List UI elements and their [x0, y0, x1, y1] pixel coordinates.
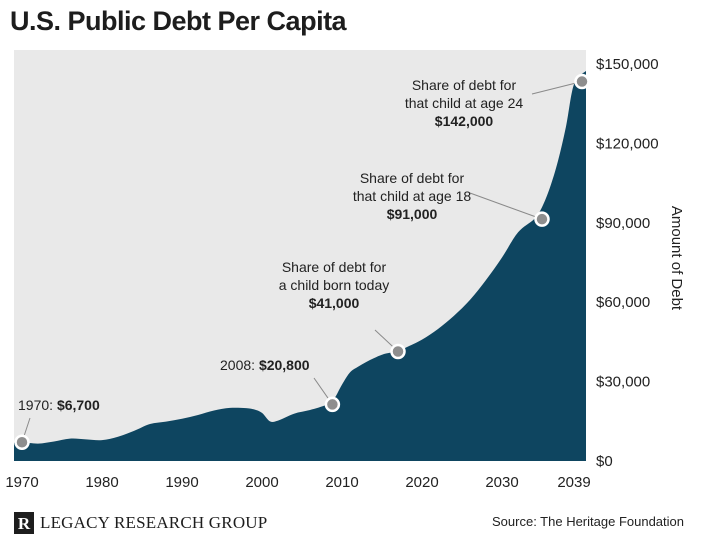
callout-value-label: 1970: $6,700: [18, 397, 100, 413]
source-credit: Source: The Heritage Foundation: [492, 514, 684, 529]
callout-value: $142,000: [435, 113, 494, 129]
debt-area-series-0: [14, 70, 586, 461]
data-point-marker: [324, 396, 341, 413]
callout-text-line: Share of debt for: [412, 77, 517, 93]
callout-value: $91,000: [387, 206, 438, 222]
data-point-marker: [574, 73, 590, 90]
callout-value: $41,000: [309, 295, 360, 311]
callout-2: Share of debt for a child born today $41,0…: [279, 259, 406, 360]
y-tick-label: $0: [596, 453, 613, 470]
callout-text-line: Share of debt for: [282, 259, 387, 275]
y-tick-label: $60,000: [596, 294, 650, 311]
callout-value-label: 2008: $20,800: [220, 357, 310, 373]
y-axis-label: Amount of Debt: [668, 206, 685, 311]
logo-text: LEGACY RESEARCH GROUP: [40, 513, 268, 532]
y-tick-label: $150,000: [596, 56, 659, 73]
callout-text-line: a child born today: [279, 277, 390, 293]
callout-text-line: Share of debt for: [360, 170, 465, 186]
data-point-marker: [14, 434, 30, 451]
x-tick-label: 2000: [245, 474, 278, 491]
callout-value-label: $41,000: [309, 295, 360, 311]
callout-text-line: that child at age 18: [353, 188, 472, 204]
y-tick-label: $120,000: [596, 135, 659, 152]
callout-prefix: 1970:: [18, 397, 57, 413]
x-tick-label: 1980: [85, 474, 118, 491]
callout-4: Share of debt for that child at age 24 $14…: [405, 73, 590, 129]
chart-title: U.S. Public Debt Per Capita: [10, 6, 347, 36]
data-point-marker: [534, 211, 550, 227]
callout-prefix: 2008:: [220, 357, 259, 373]
x-tick-label: 2010: [325, 474, 358, 491]
y-tick-label: $90,000: [596, 215, 650, 232]
x-tick-label: 1970: [5, 474, 38, 491]
callout-leader-line: [531, 81, 583, 95]
callout-text-line: that child at age 24: [405, 95, 524, 111]
callout-3: Share of debt for that child at age 18 $91…: [353, 170, 550, 227]
x-tick-label: 2030: [485, 474, 518, 491]
logo-mark-icon: R: [14, 512, 34, 534]
callout-leader-line: [469, 192, 543, 220]
callout-0: 1970: $6,700: [14, 397, 100, 451]
data-point-marker: [390, 343, 406, 360]
x-tick-label: 2020: [405, 474, 438, 491]
legacy-research-logo: R LEGACY RESEARCH GROUP: [14, 512, 267, 534]
callout-value: $6,700: [57, 397, 100, 413]
callout-value-label: $142,000: [435, 113, 494, 129]
x-tick-label: 1990: [165, 474, 198, 491]
callout-value: $20,800: [259, 357, 310, 373]
callout-1: 2008: $20,800: [220, 357, 341, 413]
x-tick-label: 2039: [557, 474, 590, 491]
y-tick-label: $30,000: [596, 374, 650, 391]
callout-value-label: $91,000: [387, 206, 438, 222]
